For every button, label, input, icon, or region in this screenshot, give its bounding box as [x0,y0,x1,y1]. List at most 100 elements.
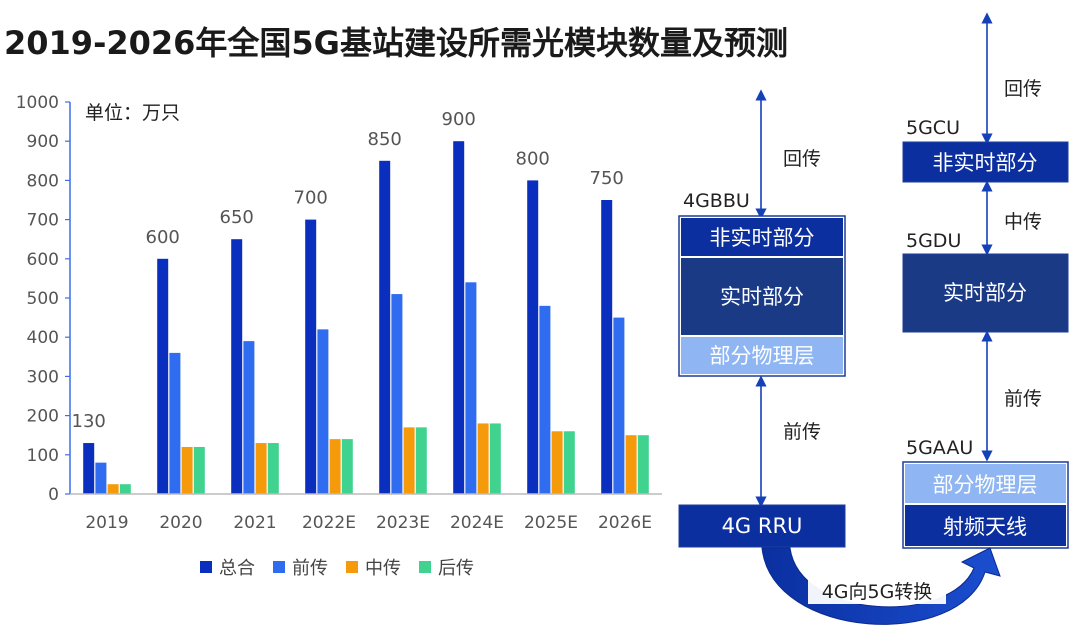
5gaau-group: 部分物理层 射频天线 [902,461,1069,549]
x-tick-label: 2020 [159,513,202,533]
bar-前传-2021 [243,341,255,494]
data-label: 750 [590,168,624,189]
x-tick-label: 2022E [302,513,356,533]
legend-item: 前传 [292,558,328,579]
bar-中传-2020 [181,446,193,494]
architecture-diagram: 回传 4GBBU 非实时部分 实时部分 部分物理层 前传 4G RRU 回传 5… [678,12,1069,625]
transition-label: 4G向5G转换 [822,581,933,603]
left-fronthaul-label: 前传 [783,421,821,443]
bar-前传-2025E [539,305,551,494]
bar-中传-2022E [329,439,341,494]
legend-swatch [346,561,358,573]
bar-总合-2024E [453,141,465,494]
y-tick-label: 700 [27,211,59,231]
data-label: 800 [516,148,550,169]
5gdu-label: 5GDU [906,230,961,252]
bar-后传-2020 [193,446,205,494]
5gcu-text: 非实时部分 [933,151,1038,175]
bar-前传-2020 [169,352,181,494]
y-tick-label: 0 [48,485,59,505]
5gcu-label: 5GCU [906,117,960,139]
y-tick-label: 400 [27,328,59,348]
bar-前传-2026E [613,317,625,494]
5gaau-label: 5GAAU [906,437,973,459]
data-label: 900 [442,109,476,130]
legend-swatch [419,561,431,573]
bar-前传-2024E [465,282,477,494]
5gaau-rf-text: 射频天线 [943,515,1027,539]
4gbbu-label: 4GBBU [683,190,750,212]
bar-后传-2021 [267,443,279,494]
x-tick-label: 2023E [376,513,430,533]
y-tick-label: 200 [27,407,59,427]
x-tick-label: 2021 [233,513,276,533]
bar-中传-2026E [625,435,637,494]
legend: 总合 前传 中传 后传 [200,558,474,579]
y-tick-label: 1000 [16,93,59,113]
bar-总合-2025E [527,180,539,494]
legend-swatch [200,561,212,573]
bar-后传-2019 [119,484,131,494]
left-backhaul-label: 回传 [783,148,821,170]
chart-title: 2019-2026年全国5G基站建设所需光模块数量及预测 [4,24,788,62]
bar-后传-2026E [637,435,649,494]
legend-swatch [273,561,285,573]
y-tick-label: 800 [27,171,59,191]
bar-前传-2022E [317,329,329,494]
right-midhaul-label: 中传 [1004,211,1042,233]
x-tick-label: 2024E [450,513,504,533]
4gbbu-realtime-text: 实时部分 [720,285,804,309]
y-tick-label: 900 [27,132,59,152]
x-axis: 2019 2020 2021 2022E 2023E 2024E 2025E 2026E [70,493,662,533]
4gbbu-phy-box [681,337,843,374]
bar-总合-2019 [83,443,95,494]
4gbbu-realtime-box [681,258,843,335]
data-label: 650 [220,207,254,228]
unit-label: 单位：万只 [85,102,180,124]
bar-中传-2024E [477,423,489,494]
data-label: 600 [146,227,180,248]
bar-总合-2022E [305,219,317,494]
bar-后传-2024E [489,423,501,494]
legend-item: 中传 [365,558,401,579]
right-backhaul-label: 回传 [1004,78,1042,100]
5gaau-phy-box [905,464,1066,503]
right-fronthaul-label: 前传 [1004,388,1042,410]
4g-rru-text: 4G RRU [722,514,803,538]
data-label: 130 [72,411,106,432]
y-tick-label: 100 [27,446,59,466]
bar-中传-2021 [255,443,267,494]
y-axis: 0 100 200 300 400 500 600 700 800 900 1000 [16,93,71,505]
bar-总合-2020 [157,258,169,494]
legend-item: 总合 [219,558,255,579]
4gbbu-phy-text: 部分物理层 [710,344,815,368]
4gbbu-nonrealtime-text: 非实时部分 [710,226,815,250]
y-tick-label: 600 [27,250,59,270]
5gdu-box [902,253,1069,333]
bar-chart: 0 100 200 300 400 500 600 700 800 900 1000 130 600 6… [16,93,662,579]
5gaau-phy-text: 部分物理层 [933,473,1038,497]
4gbbu-nonrealtime-box [681,218,843,256]
legend-item: 后传 [438,558,474,579]
x-tick-label: 2019 [85,513,128,533]
bar-总合-2026E [601,200,613,494]
4gbbu-group: 非实时部分 实时部分 部分物理层 [678,215,846,377]
bars: 130 600 650 700 850 900 800 750 [72,109,649,495]
bar-中传-2019 [107,484,119,494]
bar-后传-2023E [415,427,427,494]
bar-前传-2019 [95,462,107,494]
4g-rru-box [678,504,846,548]
5gaau-rf-box [905,505,1066,546]
y-tick-label: 300 [27,367,59,387]
x-tick-label: 2026E [598,513,652,533]
bar-后传-2022E [341,439,353,494]
data-label: 850 [368,129,402,150]
x-tick-label: 2025E [524,513,578,533]
bar-前传-2023E [391,294,403,494]
y-tick-label: 500 [27,289,59,309]
bar-中传-2023E [403,427,415,494]
bar-总合-2023E [379,160,391,495]
bar-总合-2021 [231,239,243,494]
data-label: 700 [294,188,328,209]
bar-后传-2025E [563,431,575,494]
